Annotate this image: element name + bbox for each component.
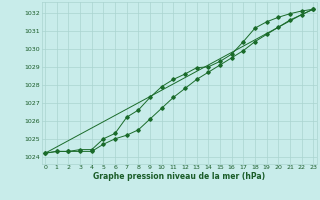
X-axis label: Graphe pression niveau de la mer (hPa): Graphe pression niveau de la mer (hPa) <box>93 172 265 181</box>
